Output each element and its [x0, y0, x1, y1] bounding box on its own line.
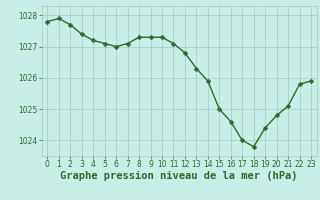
X-axis label: Graphe pression niveau de la mer (hPa): Graphe pression niveau de la mer (hPa)	[60, 171, 298, 181]
